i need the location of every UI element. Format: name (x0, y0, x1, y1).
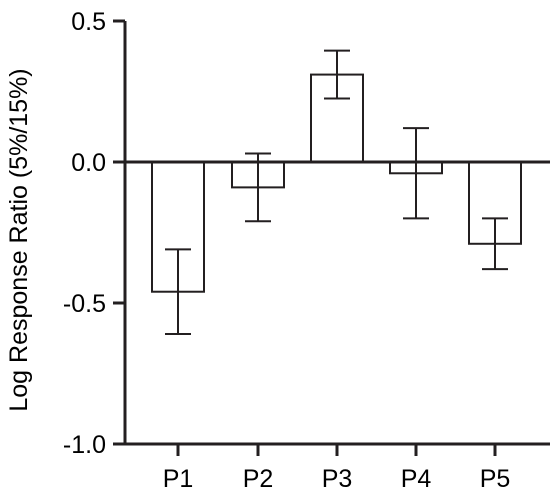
error-bars-group (165, 49, 508, 336)
y-tick-label: 0.0 (71, 149, 106, 177)
y-ticks-group: 0.5 0.0 -0.5 -1.0 (63, 8, 125, 459)
x-tick-label-p3: P3 (322, 465, 353, 493)
bars-group (151, 73, 522, 293)
x-tick-label-p4: P4 (401, 465, 432, 493)
x-tick-label-p2: P2 (243, 465, 274, 493)
x-ticks-group: P1 P2 P3 P4 P5 (163, 444, 511, 493)
y-axis-title: Log Response Ratio (5%/15%) (5, 68, 33, 411)
x-tick-label-p1: P1 (163, 465, 194, 493)
x-tick-label-p5: P5 (480, 465, 511, 493)
y-tick-label: -1.0 (63, 431, 106, 459)
y-tick-label: -0.5 (63, 290, 106, 318)
y-tick-label: 0.5 (71, 8, 106, 36)
